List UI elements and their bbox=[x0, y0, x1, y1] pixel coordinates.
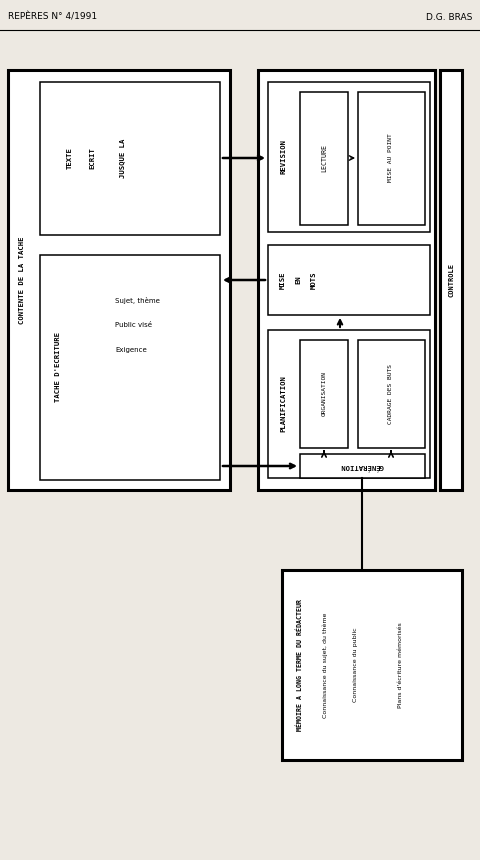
Text: Exigence: Exigence bbox=[115, 347, 147, 353]
Text: D.G. BRAS: D.G. BRAS bbox=[426, 13, 472, 22]
Text: TEXTE: TEXTE bbox=[67, 147, 73, 169]
Text: Connaissance du public: Connaissance du public bbox=[352, 628, 358, 703]
Bar bbox=[258, 70, 435, 490]
Text: MISE AU POINT: MISE AU POINT bbox=[388, 133, 394, 182]
Bar bbox=[358, 92, 425, 225]
Text: ECRIT: ECRIT bbox=[89, 147, 95, 169]
Bar bbox=[300, 92, 348, 225]
Text: MISE: MISE bbox=[280, 271, 286, 289]
Text: Public visé: Public visé bbox=[115, 322, 152, 328]
Bar bbox=[268, 245, 430, 315]
Bar bbox=[268, 82, 430, 232]
Text: ORGANISATION: ORGANISATION bbox=[322, 372, 326, 416]
Bar bbox=[300, 340, 348, 448]
Text: CONTROLE: CONTROLE bbox=[448, 263, 454, 297]
Text: GÉNÉRATION: GÉNÉRATION bbox=[340, 463, 384, 470]
Text: TACHE D'ECRITURE: TACHE D'ECRITURE bbox=[55, 332, 61, 402]
Bar bbox=[440, 70, 462, 490]
Bar bbox=[268, 330, 430, 478]
Text: JUSQUE LA: JUSQUE LA bbox=[119, 138, 125, 178]
Text: CADRAGE DES BUTS: CADRAGE DES BUTS bbox=[388, 364, 394, 424]
Text: PLANIFICATION: PLANIFICATION bbox=[280, 376, 286, 433]
Text: MOTS: MOTS bbox=[311, 271, 317, 289]
Text: CONTENTE DE LA TACHE: CONTENTE DE LA TACHE bbox=[19, 237, 25, 323]
Bar bbox=[300, 454, 425, 478]
Bar bbox=[40, 255, 220, 480]
Text: REVISION: REVISION bbox=[280, 139, 286, 175]
Text: Connaissance du sujet, du thème: Connaissance du sujet, du thème bbox=[322, 612, 328, 718]
Text: EN: EN bbox=[295, 275, 301, 285]
Bar bbox=[8, 70, 230, 490]
Text: LECTURE: LECTURE bbox=[321, 144, 327, 172]
Text: Sujet, thème: Sujet, thème bbox=[115, 297, 160, 304]
Text: REPÈRES N° 4/1991: REPÈRES N° 4/1991 bbox=[8, 13, 97, 22]
Bar bbox=[358, 340, 425, 448]
Bar bbox=[40, 82, 220, 235]
Text: Plans d'écriture mémorisés: Plans d'écriture mémorisés bbox=[397, 622, 403, 708]
Bar bbox=[282, 570, 462, 760]
Text: MÉMOIRE A LONG TERME DU RÉDACTEUR: MÉMOIRE A LONG TERME DU RÉDACTEUR bbox=[297, 599, 303, 731]
